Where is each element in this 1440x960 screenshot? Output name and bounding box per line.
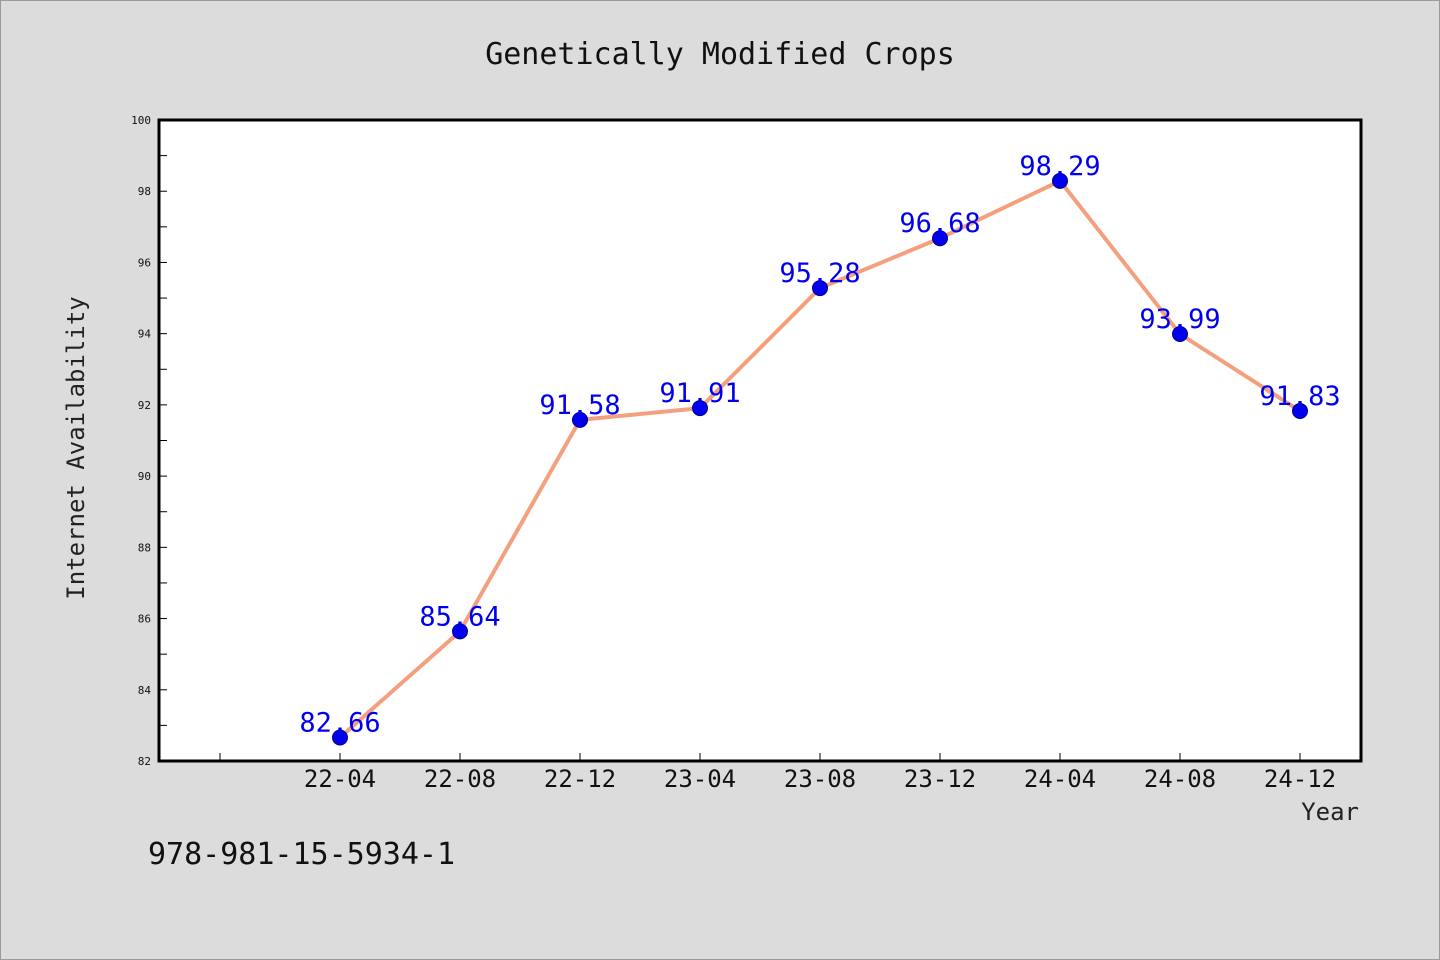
data-label: 82.66	[299, 707, 380, 738]
x-tick-label: 24-04	[1024, 765, 1096, 793]
data-point	[1292, 402, 1308, 419]
x-tick-label: 23-08	[784, 765, 856, 793]
data-markers	[332, 172, 1308, 746]
y-tick-label: 94	[138, 328, 152, 341]
data-label: 91.58	[539, 390, 620, 421]
y-axis: 82 84 86 88 90 92 94 96 98 100	[131, 114, 167, 768]
x-tick-label: 23-12	[904, 765, 976, 793]
data-point	[692, 400, 708, 417]
data-point	[572, 411, 588, 428]
y-tick-label: 86	[138, 613, 151, 626]
data-point	[812, 280, 828, 297]
y-tick-label: 88	[138, 541, 151, 554]
x-axis-label: Year	[1301, 798, 1359, 826]
x-tick-label: 23-04	[664, 765, 736, 793]
data-label: 93.99	[1139, 304, 1220, 335]
chart-title: Genetically Modified Crops	[485, 37, 955, 72]
y-tick-label: 84	[138, 684, 152, 697]
y-axis-label: Internet Availability	[62, 296, 90, 599]
data-point	[1052, 172, 1068, 189]
data-point	[932, 230, 948, 247]
x-tick-label: 22-08	[424, 765, 496, 793]
data-labels: 82.66 85.64 91.58 91.91 95.28 96.68 98.29 93.99…	[299, 151, 1340, 739]
y-tick-label: 82	[138, 755, 151, 768]
data-label: 91.91	[659, 378, 740, 409]
x-tick-label: 24-08	[1144, 765, 1216, 793]
data-point	[332, 729, 348, 746]
plot-area	[157, 118, 1363, 763]
data-label: 85.64	[419, 601, 500, 632]
data-label: 98.29	[1019, 151, 1100, 182]
x-tick-label: 24-12	[1264, 765, 1336, 793]
x-tick-label: 22-04	[304, 765, 376, 793]
y-tick-label: 100	[131, 114, 151, 127]
data-label: 91.83	[1259, 381, 1340, 412]
x-axis: 22-04 22-08 22-12 23-04 23-08 23-12 24-04 24-08…	[219, 753, 1336, 793]
y-tick-label: 90	[138, 470, 151, 483]
isbn-text: 978-981-15-5934-1	[148, 837, 455, 872]
data-point	[1172, 326, 1188, 343]
data-label: 96.68	[899, 208, 980, 239]
data-point	[452, 623, 468, 640]
y-tick-label: 96	[138, 256, 151, 269]
y-tick-label: 98	[138, 185, 151, 198]
data-label: 95.28	[779, 258, 860, 289]
x-tick-label: 22-12	[544, 765, 616, 793]
y-tick-label: 92	[138, 399, 151, 412]
